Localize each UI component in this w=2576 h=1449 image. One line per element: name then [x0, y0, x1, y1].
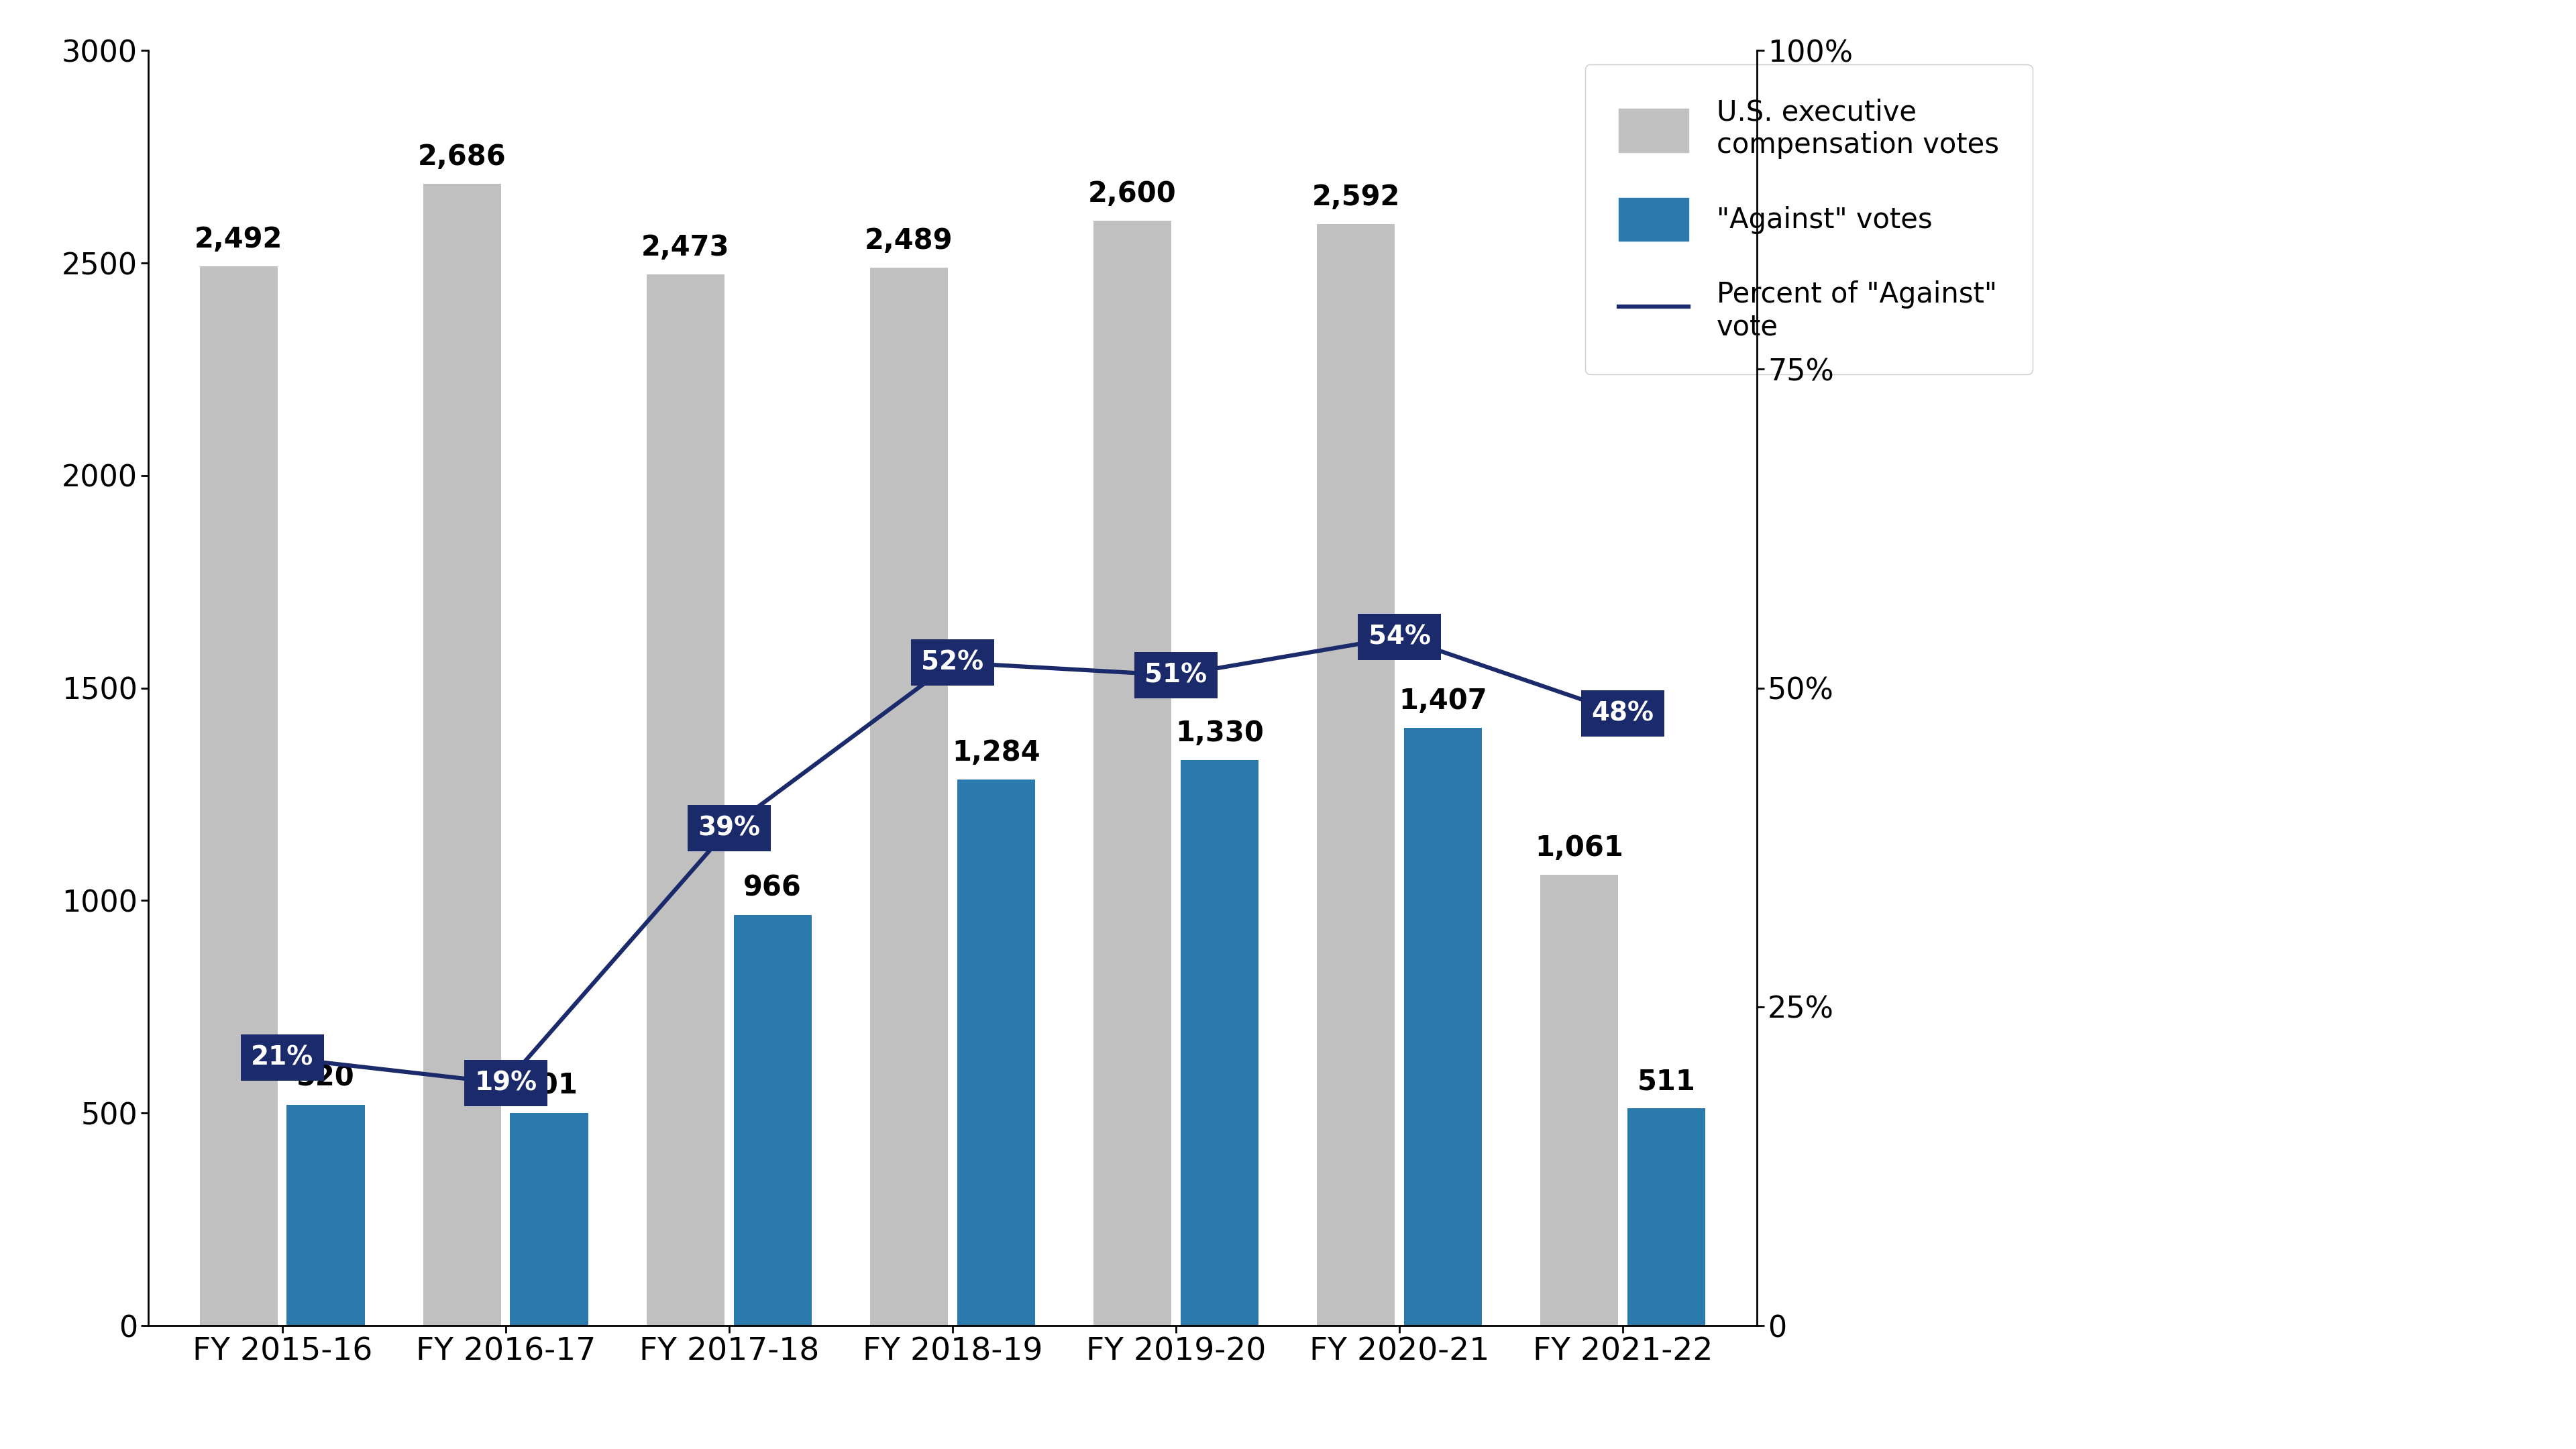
- Bar: [286, 1104, 366, 1326]
- Text: 21%: 21%: [250, 1045, 314, 1071]
- Bar: [1404, 727, 1481, 1326]
- Text: 2,489: 2,489: [866, 226, 953, 255]
- Bar: [734, 914, 811, 1326]
- Text: 966: 966: [744, 874, 801, 903]
- Bar: [647, 274, 724, 1326]
- Legend: U.S. executive
compensation votes, "Against" votes, Percent of "Against"
vote: U.S. executive compensation votes, "Agai…: [1584, 64, 2032, 374]
- Bar: [1180, 761, 1260, 1326]
- Text: 19%: 19%: [474, 1071, 536, 1095]
- Text: 511: 511: [1638, 1068, 1695, 1095]
- Text: 2,686: 2,686: [417, 143, 507, 171]
- Text: 2,592: 2,592: [1311, 183, 1399, 212]
- Text: 520: 520: [296, 1064, 355, 1091]
- Bar: [871, 268, 948, 1326]
- Text: 52%: 52%: [922, 649, 984, 675]
- Text: 48%: 48%: [1592, 701, 1654, 726]
- Text: 1,330: 1,330: [1175, 719, 1265, 748]
- Bar: [422, 184, 502, 1326]
- Text: 2,473: 2,473: [641, 233, 729, 262]
- Text: 39%: 39%: [698, 816, 760, 840]
- Bar: [1092, 220, 1172, 1326]
- Bar: [198, 267, 278, 1326]
- Text: 2,600: 2,600: [1087, 180, 1177, 207]
- Bar: [1628, 1108, 1705, 1326]
- Text: 1,407: 1,407: [1399, 687, 1486, 714]
- Text: 1,284: 1,284: [953, 739, 1041, 767]
- Bar: [510, 1113, 587, 1326]
- Bar: [1540, 875, 1618, 1326]
- Bar: [1316, 223, 1396, 1326]
- Text: 1,061: 1,061: [1535, 833, 1623, 862]
- Text: 2,492: 2,492: [196, 226, 283, 254]
- Bar: [958, 780, 1036, 1326]
- Text: 501: 501: [520, 1072, 580, 1100]
- Text: 54%: 54%: [1368, 625, 1430, 649]
- Text: 51%: 51%: [1144, 662, 1208, 688]
